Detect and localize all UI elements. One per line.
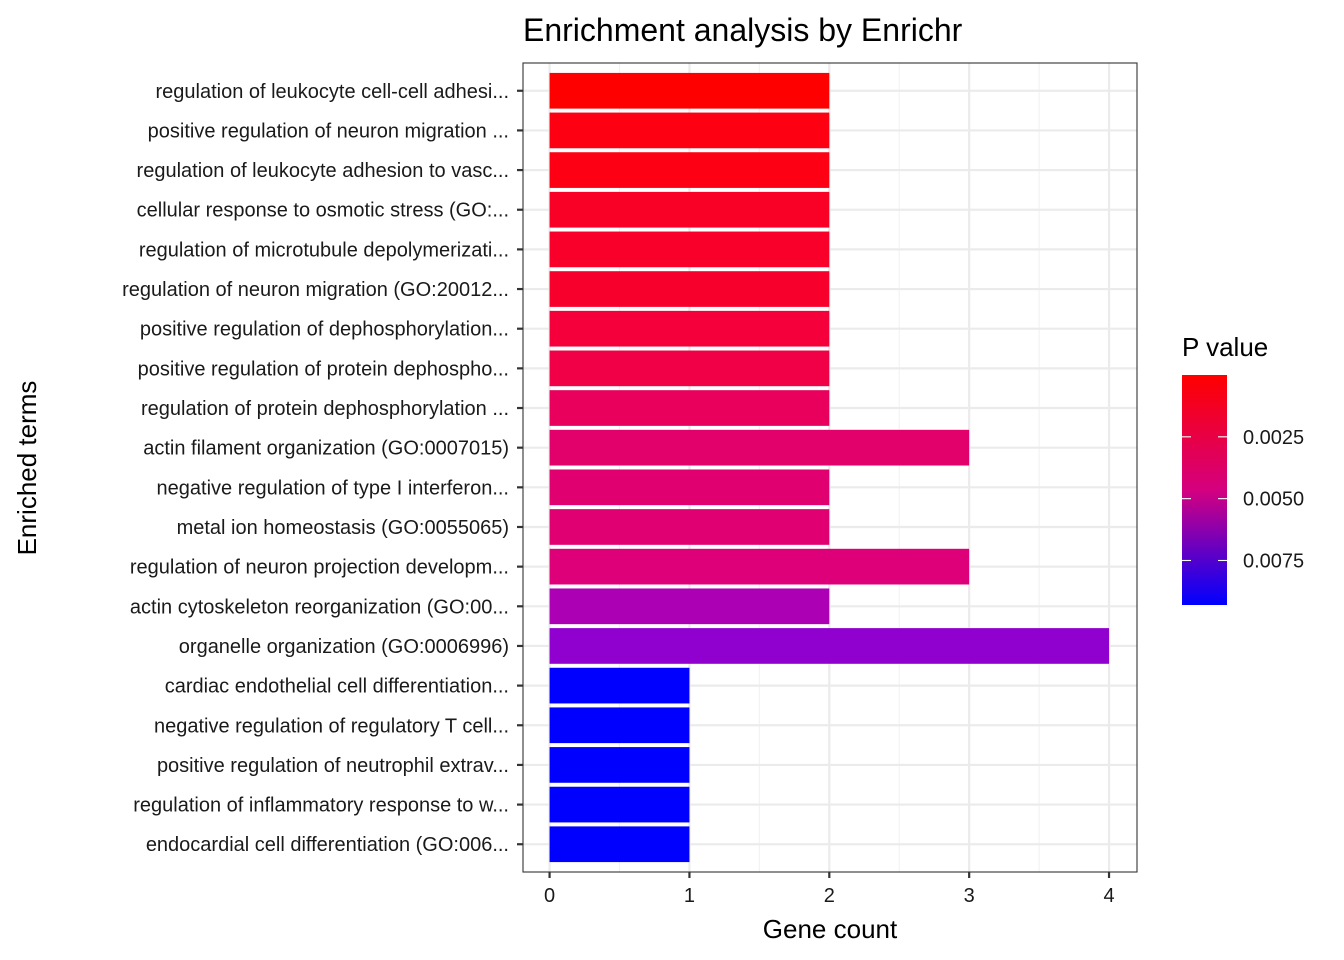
x-tick-label: 1	[684, 885, 695, 907]
bar	[549, 588, 830, 625]
chart-title: Enrichment analysis by Enrichr	[523, 12, 963, 48]
bar	[549, 826, 690, 863]
legend: P value 0.0025 0.0050 0.0075	[1182, 332, 1304, 605]
x-tick-label: 4	[1103, 885, 1114, 907]
bar	[549, 469, 830, 506]
y-tick-label: actin cytoskeleton reorganization (GO:00…	[130, 596, 509, 618]
legend-tick-label: 0.0050	[1243, 489, 1304, 511]
bar	[549, 112, 830, 149]
bar	[549, 310, 830, 347]
y-tick-label: positive regulation of neuron migration …	[148, 120, 509, 142]
bar	[549, 152, 830, 188]
bar	[549, 231, 830, 268]
y-tick-label: regulation of leukocyte cell-cell adhesi…	[155, 81, 509, 103]
y-tick-label: cellular response to osmotic stress (GO:…	[137, 200, 509, 222]
y-tick-label: positive regulation of dephosphorylation…	[140, 319, 509, 341]
bar	[549, 628, 1110, 664]
y-tick-label: regulation of microtubule depolymerizati…	[139, 239, 509, 261]
bar	[549, 390, 830, 426]
bar	[549, 72, 830, 109]
y-axis-title: Enriched terms	[12, 381, 42, 556]
bar	[549, 271, 830, 307]
x-tick-label: 3	[964, 885, 975, 907]
x-tick-label: 2	[824, 885, 835, 907]
y-axis: regulation of leukocyte cell-cell adhesi…	[122, 81, 523, 856]
bar	[549, 548, 970, 585]
x-axis: 0 1 2 3 4	[544, 872, 1115, 907]
y-tick-label: regulation of leukocyte adhesion to vasc…	[137, 160, 509, 182]
bar	[549, 191, 830, 228]
legend-ticks: 0.0025 0.0050 0.0075	[1182, 427, 1304, 572]
legend-colorbar	[1182, 375, 1227, 605]
bar	[549, 667, 690, 704]
y-tick-label: metal ion homeostasis (GO:0055065)	[177, 517, 509, 539]
legend-tick-label: 0.0075	[1243, 550, 1304, 572]
x-tick-label: 0	[544, 885, 555, 907]
y-tick-label: organelle organization (GO:0006996)	[179, 636, 509, 658]
x-axis-title: Gene count	[763, 914, 898, 944]
y-tick-label: cardiac endothelial cell differentiation…	[165, 676, 509, 698]
legend-tick-label: 0.0025	[1243, 427, 1304, 449]
y-tick-label: regulation of neuron migration (GO:20012…	[122, 279, 509, 301]
bar	[549, 350, 830, 387]
y-tick-label: negative regulation of type I interferon…	[157, 477, 509, 499]
y-tick-label: positive regulation of protein dephospho…	[138, 358, 509, 380]
y-tick-label: positive regulation of neutrophil extrav…	[157, 755, 509, 777]
y-tick-label: actin filament organization (GO:0007015)	[143, 438, 509, 460]
bar	[549, 747, 690, 783]
bars	[549, 72, 1110, 863]
bar	[549, 509, 830, 545]
y-tick-label: regulation of neuron projection developm…	[130, 557, 509, 579]
bar	[549, 707, 690, 744]
y-tick-label: negative regulation of regulatory T cell…	[154, 715, 509, 737]
bar	[549, 429, 970, 466]
y-tick-label: endocardial cell differentiation (GO:006…	[146, 834, 509, 856]
y-tick-label: regulation of inflammatory response to w…	[133, 795, 509, 817]
y-tick-label: regulation of protein dephosphorylation …	[141, 398, 509, 420]
legend-title: P value	[1182, 332, 1268, 362]
bar	[549, 786, 690, 823]
